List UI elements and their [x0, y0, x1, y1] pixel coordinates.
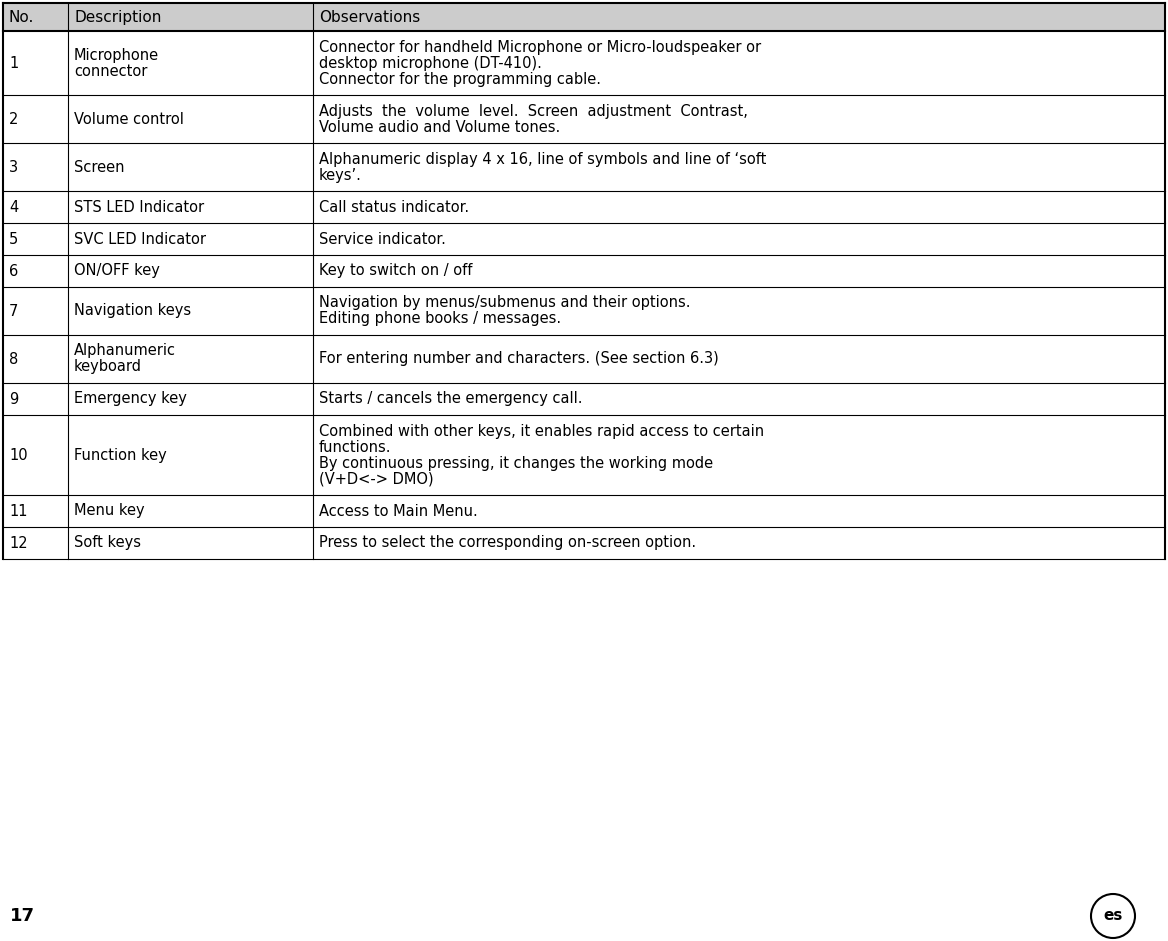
- Bar: [4, 335, 1164, 383]
- Text: keys’.: keys’.: [319, 167, 362, 183]
- Text: functions.: functions.: [319, 439, 391, 455]
- Text: Volume audio and Volume tones.: Volume audio and Volume tones.: [319, 120, 561, 135]
- Text: Function key: Function key: [74, 448, 167, 462]
- Bar: [4, 255, 1164, 287]
- Bar: [4, 143, 1164, 191]
- Text: Microphone: Microphone: [74, 47, 159, 62]
- Text: Editing phone books / messages.: Editing phone books / messages.: [319, 311, 561, 327]
- Text: Menu key: Menu key: [74, 503, 145, 518]
- Bar: [4, 191, 1164, 223]
- Text: Combined with other keys, it enables rapid access to certain: Combined with other keys, it enables rap…: [319, 423, 764, 439]
- Text: Press to select the corresponding on-screen option.: Press to select the corresponding on-scr…: [319, 535, 696, 550]
- Text: connector: connector: [74, 63, 147, 78]
- Text: Connector for the programming cable.: Connector for the programming cable.: [319, 72, 602, 87]
- Text: 4: 4: [9, 199, 19, 215]
- Bar: [4, 95, 1164, 143]
- Bar: [4, 3, 1164, 31]
- Text: 9: 9: [9, 391, 19, 407]
- Text: Emergency key: Emergency key: [74, 391, 187, 407]
- Text: 10: 10: [9, 448, 28, 462]
- Text: 7: 7: [9, 304, 19, 318]
- Text: STS LED Indicator: STS LED Indicator: [74, 199, 204, 215]
- Bar: [4, 31, 1164, 95]
- Text: Adjusts  the  volume  level.  Screen  adjustment  Contrast,: Adjusts the volume level. Screen adjustm…: [319, 104, 748, 119]
- Bar: [4, 223, 1164, 255]
- Text: SVC LED Indicator: SVC LED Indicator: [74, 231, 206, 247]
- Text: For entering number and characters. (See section 6.3): For entering number and characters. (See…: [319, 352, 718, 366]
- Text: Alphanumeric display 4 x 16, line of symbols and line of ‘soft: Alphanumeric display 4 x 16, line of sym…: [319, 152, 766, 167]
- Text: 17: 17: [11, 907, 35, 925]
- Text: 5: 5: [9, 231, 19, 247]
- Bar: [4, 495, 1164, 527]
- Text: desktop microphone (DT-410).: desktop microphone (DT-410).: [319, 56, 542, 71]
- Text: Volume control: Volume control: [74, 111, 183, 126]
- Text: keyboard: keyboard: [74, 359, 142, 375]
- Text: es: es: [1104, 908, 1122, 923]
- Text: Soft keys: Soft keys: [74, 535, 141, 550]
- Text: (V+D<-> DMO): (V+D<-> DMO): [319, 471, 433, 486]
- Bar: [4, 415, 1164, 495]
- Text: Description: Description: [74, 9, 161, 24]
- Text: Alphanumeric: Alphanumeric: [74, 343, 176, 359]
- Text: 6: 6: [9, 263, 19, 279]
- Text: Connector for handheld Microphone or Micro-loudspeaker or: Connector for handheld Microphone or Mic…: [319, 40, 762, 55]
- Bar: [4, 383, 1164, 415]
- Text: 8: 8: [9, 352, 19, 366]
- Bar: [4, 527, 1164, 559]
- Text: By continuous pressing, it changes the working mode: By continuous pressing, it changes the w…: [319, 455, 714, 470]
- Text: Service indicator.: Service indicator.: [319, 231, 446, 247]
- Text: 12: 12: [9, 535, 28, 550]
- Text: Observations: Observations: [319, 9, 420, 24]
- Text: Key to switch on / off: Key to switch on / off: [319, 263, 472, 279]
- Text: 11: 11: [9, 503, 28, 518]
- Text: Navigation by menus/submenus and their options.: Navigation by menus/submenus and their o…: [319, 295, 690, 311]
- Text: Call status indicator.: Call status indicator.: [319, 199, 470, 215]
- Bar: [4, 287, 1164, 335]
- Text: Navigation keys: Navigation keys: [74, 304, 192, 318]
- Text: 1: 1: [9, 56, 19, 71]
- Text: No.: No.: [9, 9, 34, 24]
- Text: 3: 3: [9, 160, 19, 174]
- Text: Access to Main Menu.: Access to Main Menu.: [319, 503, 478, 518]
- Text: Starts / cancels the emergency call.: Starts / cancels the emergency call.: [319, 391, 583, 407]
- Text: 2: 2: [9, 111, 19, 126]
- Text: Screen: Screen: [74, 160, 125, 174]
- Text: ON/OFF key: ON/OFF key: [74, 263, 160, 279]
